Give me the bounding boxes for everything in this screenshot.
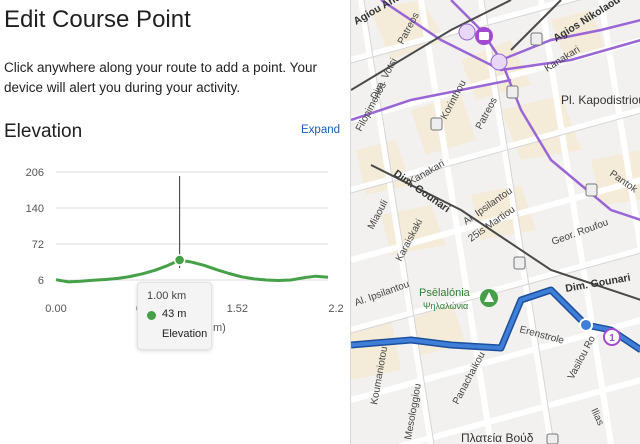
course-point-marker[interactable]	[603, 328, 621, 346]
square-label: Pl. Kapodistriou	[561, 93, 640, 107]
tooltip-distance: 1.00 km	[147, 290, 187, 302]
tram-icon	[458, 23, 476, 41]
bus-icon	[506, 85, 519, 99]
y-tick-label: 140	[26, 203, 44, 215]
bus-stop-icons	[430, 32, 598, 444]
bus-icon	[430, 117, 443, 131]
bus-icon	[513, 256, 526, 270]
course-point-panel: Edit Course Point Click anywhere along y…	[4, 6, 344, 350]
course-point-number: 1	[609, 333, 615, 344]
x-tick-label: 0.00	[45, 303, 66, 315]
expand-link[interactable]: Expand	[301, 124, 341, 136]
street-label: Erenstrole	[518, 324, 565, 347]
street-label: Mesologgiou	[403, 383, 424, 441]
park-label: Psēlalónia	[419, 287, 471, 299]
tree-glyph	[484, 292, 494, 302]
elevation-line[interactable]	[55, 258, 329, 284]
route-position-dot[interactable]	[579, 318, 593, 332]
tooltip-series-name: Elevation	[162, 328, 208, 340]
bus-icon	[585, 183, 598, 197]
bus-icon	[546, 433, 559, 444]
x-tick-label: 2.2	[328, 303, 343, 315]
y-tick-label: 72	[32, 239, 44, 251]
route-line[interactable]	[351, 288, 640, 352]
major-roads	[351, 0, 640, 301]
hover-point	[173, 254, 186, 266]
chart-tooltip: 1.00 km 43 m Elevation	[137, 282, 212, 350]
y-tick-label: 206	[26, 167, 44, 179]
camera-glyph	[479, 32, 489, 40]
elevation-heading: Elevation	[4, 121, 83, 142]
street-label: Dim. Gounari	[564, 272, 631, 295]
street-label: Al. Ipsilantou	[353, 279, 411, 309]
x-axis-title-fragment: m)	[213, 322, 226, 334]
page-title: Edit Course Point	[4, 6, 191, 33]
x-tick-label: 1.52	[227, 303, 248, 315]
y-tick-label: 6	[38, 275, 44, 287]
square-label: Πλατεία Βούδ	[461, 431, 534, 444]
tooltip-elevation-value: 43 m	[162, 308, 187, 320]
street-edges	[351, 0, 640, 444]
bus-icon	[530, 32, 543, 46]
route-map[interactable]: 1 Agiou Andreou Agios Nikolaou Patreos K…	[350, 0, 640, 444]
instructions-text: Click anywhere along your route to add a…	[4, 60, 317, 95]
series-color-dot	[147, 311, 156, 320]
map-canvas[interactable]: 1 Agiou Andreou Agios Nikolaou Patreos K…	[351, 0, 640, 444]
park-label-greek: Ψηλαλώνια	[423, 301, 468, 311]
tram-icon	[490, 53, 508, 71]
